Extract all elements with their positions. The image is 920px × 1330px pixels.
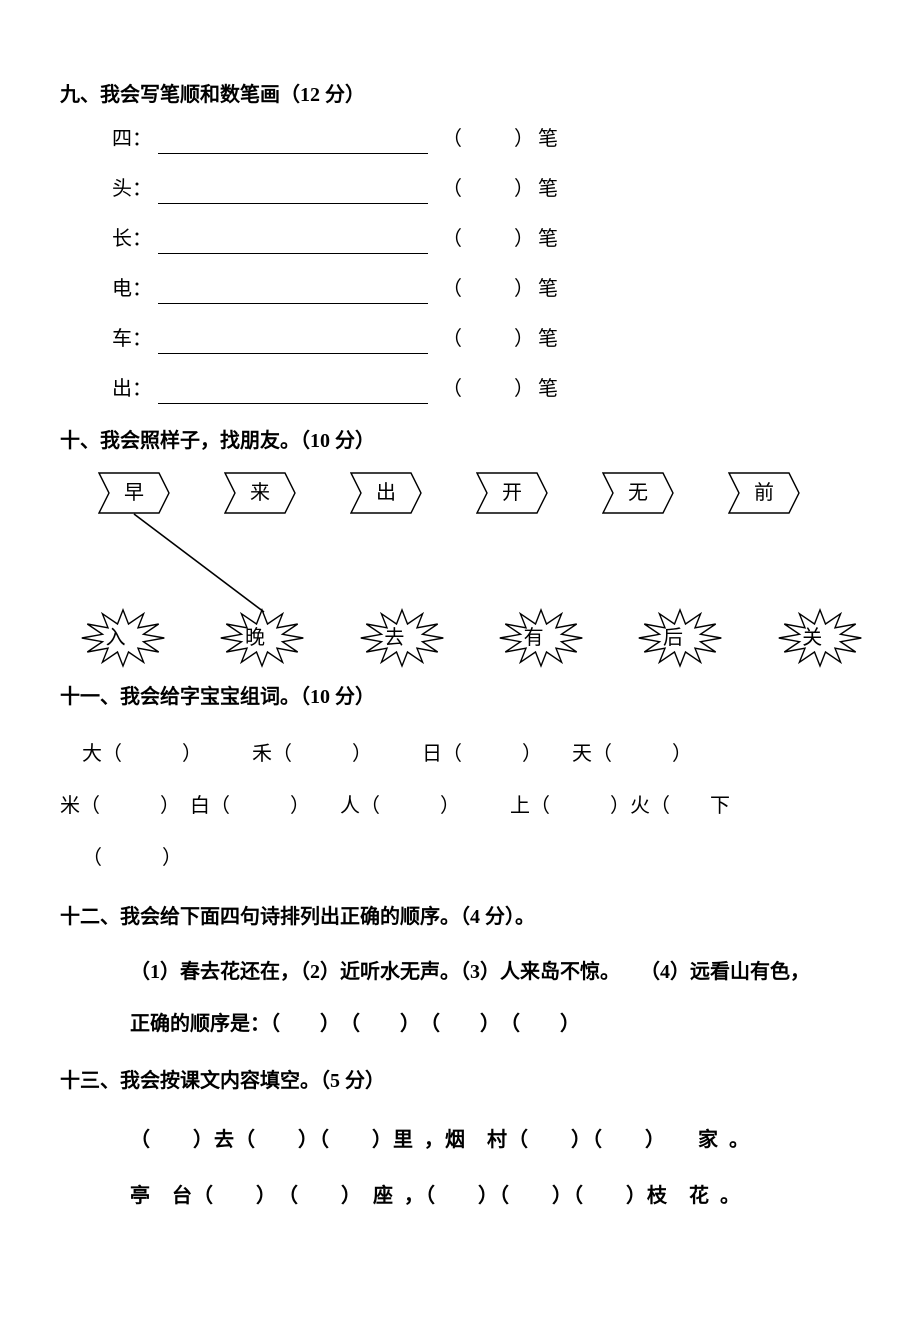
flag-2[interactable]: 出 xyxy=(350,472,422,514)
q11-line3: （ ） xyxy=(82,832,860,884)
q10-title: 十、我会照样子，找朋友。（10 分） xyxy=(60,426,860,456)
star-3[interactable]: 有 xyxy=(486,604,581,672)
stroke-tail: （ ）笔 xyxy=(442,174,562,204)
flag-row: 早来出开无前 xyxy=(98,472,860,514)
q13-body[interactable]: （ ）去（ ）（ ）里 ，烟 村（ ）（ ） 家 。 亭 台（ ） （ ） 座 … xyxy=(130,1112,860,1224)
stroke-char: 出： xyxy=(112,374,158,404)
flag-label: 开 xyxy=(502,478,522,508)
stroke-char: 四： xyxy=(112,124,158,154)
stroke-tail: （ ）笔 xyxy=(442,224,562,254)
star-label: 关 xyxy=(802,623,822,653)
q13-line2: 亭 台（ ） （ ） 座 ，（ ）（ ）（ ）枝 花 。 xyxy=(130,1168,860,1224)
stroke-row-1[interactable]: 头： （ ）笔 xyxy=(112,176,860,204)
stroke-row-0[interactable]: 四： （ ）笔 xyxy=(112,126,860,154)
stroke-tail: （ ）笔 xyxy=(442,324,562,354)
stroke-char: 车： xyxy=(112,324,158,354)
flag-4[interactable]: 无 xyxy=(602,472,674,514)
flag-3[interactable]: 开 xyxy=(476,472,548,514)
question-11: 十一、我会给字宝宝组词。（10 分） 大（ ） 禾（ ） 日（ ） 天（ ） 米… xyxy=(60,682,860,884)
flag-label: 前 xyxy=(754,478,774,508)
stroke-char: 长： xyxy=(112,224,158,254)
flag-label: 出 xyxy=(376,478,396,508)
q11-body[interactable]: 大（ ） 禾（ ） 日（ ） 天（ ） 米（ ） 白（ ） 人（ ） 上（ ）火… xyxy=(82,728,860,884)
star-label: 去 xyxy=(384,623,404,653)
star-label: 入 xyxy=(106,623,126,653)
question-10: 十、我会照样子，找朋友。（10 分） 早 来 出 开 无 前 入 晚 去 有 后 关 xyxy=(60,426,860,672)
q12-body: （1）春去花还在，（2）近听水无声。（3）人来岛不惊。 （4）远看山有色， 正确… xyxy=(130,948,860,1048)
stroke-char: 头： xyxy=(112,174,158,204)
stroke-underline[interactable] xyxy=(158,332,428,354)
star-1[interactable]: 晚 xyxy=(207,604,302,672)
flag-label: 来 xyxy=(250,478,270,508)
q13-title: 十三、我会按课文内容填空。（5 分） xyxy=(60,1066,860,1096)
stroke-row-5[interactable]: 出： （ ）笔 xyxy=(112,376,860,404)
star-4[interactable]: 后 xyxy=(625,604,720,672)
star-5[interactable]: 关 xyxy=(765,604,860,672)
star-0[interactable]: 入 xyxy=(68,604,163,672)
q12-lines: （1）春去花还在，（2）近听水无声。（3）人来岛不惊。 （4）远看山有色， xyxy=(130,948,860,996)
stroke-underline[interactable] xyxy=(158,132,428,154)
flag-0[interactable]: 早 xyxy=(98,472,170,514)
flag-label: 无 xyxy=(628,478,648,508)
stroke-row-4[interactable]: 车： （ ）笔 xyxy=(112,326,860,354)
q12-title: 十二、我会给下面四句诗排列出正确的顺序。（4 分）。 xyxy=(60,902,860,932)
q11-title: 十一、我会给字宝宝组词。（10 分） xyxy=(60,682,860,712)
stroke-tail: （ ）笔 xyxy=(442,124,562,154)
stroke-underline[interactable] xyxy=(158,232,428,254)
stroke-underline[interactable] xyxy=(158,282,428,304)
star-label: 有 xyxy=(524,623,544,653)
stroke-row-3[interactable]: 电： （ ）笔 xyxy=(112,276,860,304)
stroke-underline[interactable] xyxy=(158,182,428,204)
q13-line1: （ ）去（ ）（ ）里 ，烟 村（ ）（ ） 家 。 xyxy=(130,1112,860,1168)
star-label: 后 xyxy=(663,623,683,653)
stroke-row-2[interactable]: 长： （ ）笔 xyxy=(112,226,860,254)
flag-label: 早 xyxy=(124,478,144,508)
q11-line2: 米（ ） 白（ ） 人（ ） 上（ ）火（ 下 xyxy=(60,780,860,832)
star-2[interactable]: 去 xyxy=(347,604,442,672)
question-12: 十二、我会给下面四句诗排列出正确的顺序。（4 分）。 （1）春去花还在，（2）近… xyxy=(60,902,860,1048)
stroke-tail: （ ）笔 xyxy=(442,274,562,304)
flag-5[interactable]: 前 xyxy=(728,472,800,514)
stroke-underline[interactable] xyxy=(158,382,428,404)
stroke-tail: （ ）笔 xyxy=(442,374,562,404)
q9-rows: 四：（ ）笔头：（ ）笔长：（ ）笔电：（ ）笔车：（ ）笔出：（ ）笔 xyxy=(60,126,860,404)
question-13: 十三、我会按课文内容填空。（5 分） （ ）去（ ）（ ）里 ，烟 村（ ）（ … xyxy=(60,1066,860,1224)
flag-1[interactable]: 来 xyxy=(224,472,296,514)
q12-order[interactable]: 正确的顺序是：（ ） （ ） （ ） （ ） xyxy=(130,1000,860,1048)
star-row: 入晚去有后关 xyxy=(68,604,860,672)
q11-line1: 大（ ） 禾（ ） 日（ ） 天（ ） xyxy=(82,728,860,780)
q9-title: 九、我会写笔顺和数笔画（12 分） xyxy=(60,80,860,110)
star-label: 晚 xyxy=(245,623,265,653)
question-9: 九、我会写笔顺和数笔画（12 分） 四：（ ）笔头：（ ）笔长：（ ）笔电：（ … xyxy=(60,80,860,404)
stroke-char: 电： xyxy=(112,274,158,304)
q10-match-area: 早 来 出 开 无 前 入 晚 去 有 后 关 xyxy=(60,472,860,672)
